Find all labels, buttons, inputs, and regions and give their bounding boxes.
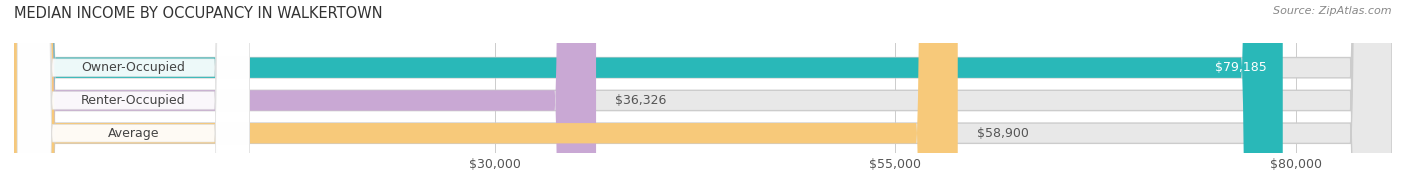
FancyBboxPatch shape: [17, 0, 250, 196]
Text: Owner-Occupied: Owner-Occupied: [82, 61, 186, 74]
Text: MEDIAN INCOME BY OCCUPANCY IN WALKERTOWN: MEDIAN INCOME BY OCCUPANCY IN WALKERTOWN: [14, 6, 382, 21]
FancyBboxPatch shape: [14, 0, 596, 196]
Text: $36,326: $36,326: [616, 94, 666, 107]
FancyBboxPatch shape: [14, 0, 1392, 196]
Text: Average: Average: [108, 127, 159, 140]
Text: $58,900: $58,900: [977, 127, 1029, 140]
Text: $79,185: $79,185: [1215, 61, 1267, 74]
FancyBboxPatch shape: [14, 0, 1282, 196]
Text: Renter-Occupied: Renter-Occupied: [82, 94, 186, 107]
FancyBboxPatch shape: [14, 0, 1392, 196]
Text: Source: ZipAtlas.com: Source: ZipAtlas.com: [1274, 6, 1392, 16]
FancyBboxPatch shape: [17, 0, 250, 196]
FancyBboxPatch shape: [14, 0, 1392, 196]
FancyBboxPatch shape: [17, 0, 250, 196]
FancyBboxPatch shape: [14, 0, 957, 196]
